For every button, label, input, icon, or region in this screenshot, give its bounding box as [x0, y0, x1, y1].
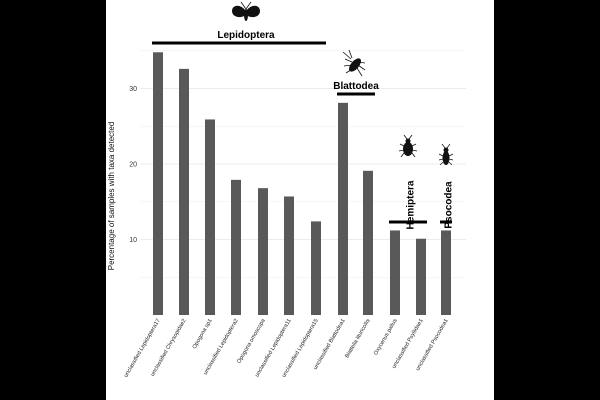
bar	[338, 102, 348, 315]
bar	[153, 52, 163, 315]
y-tick-labels: 10 20 30	[129, 86, 137, 244]
bar	[390, 230, 400, 315]
y-axis-label: Percentage of samples with taxa detected	[107, 122, 116, 271]
bug-icon	[398, 134, 418, 158]
y-tick-label: 20	[129, 162, 137, 169]
bar	[179, 68, 189, 316]
group-label: Psocodea	[444, 181, 455, 229]
bar	[441, 230, 451, 315]
x-category-label: Opogona omoscopa	[236, 317, 267, 364]
x-category-label: unclassified Blattodea1	[313, 318, 347, 371]
bar	[416, 238, 426, 315]
x-category-label: Opogona sp1	[192, 318, 214, 350]
moth-icon	[232, 1, 260, 21]
group-annotations: Lepidoptera Blattodea Hemiptera Psocodea	[152, 1, 455, 229]
gridlines	[140, 50, 466, 278]
group-label: Hemiptera	[406, 180, 417, 229]
group-label: Blattodea	[333, 81, 379, 92]
bars	[153, 52, 451, 316]
bar	[258, 188, 268, 315]
group-label: Lepidoptera	[217, 30, 275, 41]
cockroach-icon	[342, 49, 366, 77]
bar	[231, 179, 241, 315]
y-tick-label: 10	[129, 237, 137, 244]
bar	[284, 196, 294, 315]
chart-panel	[106, 0, 494, 400]
bar	[311, 221, 321, 315]
y-tick-label: 30	[129, 86, 137, 93]
x-category-label: Oxycenus pallus	[373, 318, 399, 357]
x-category-label: Blattella lituricollis	[344, 318, 371, 359]
bar	[205, 119, 215, 315]
bar	[363, 170, 373, 315]
booklouse-icon	[438, 143, 454, 166]
